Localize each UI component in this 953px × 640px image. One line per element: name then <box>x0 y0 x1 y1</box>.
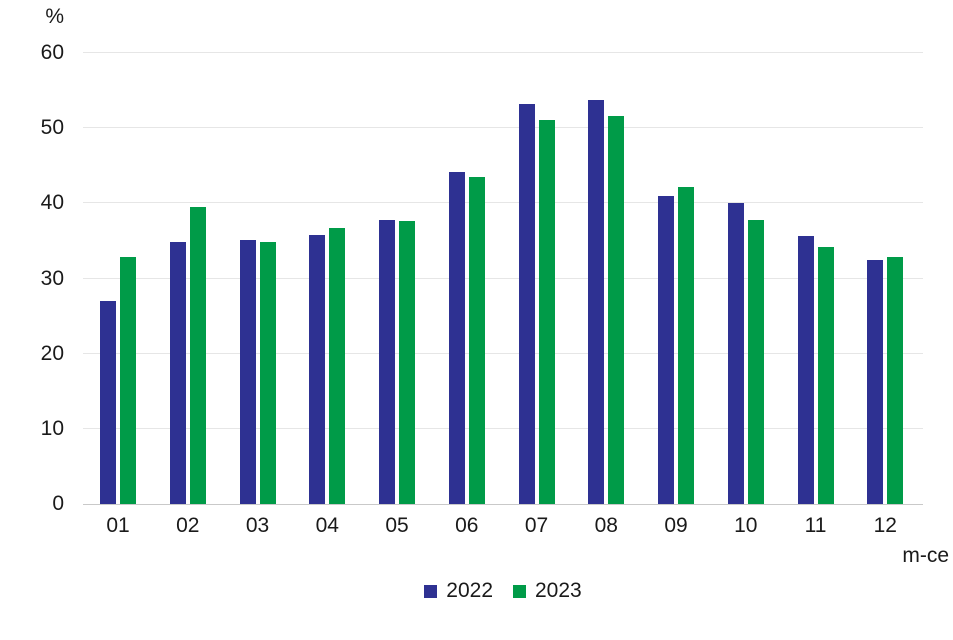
bar-2022-08 <box>588 100 605 504</box>
y-axis: 0 10 20 30 40 50 60 <box>0 42 64 515</box>
bar-2022-11 <box>797 236 814 504</box>
y-tick-label-10: 10 <box>40 416 64 440</box>
x-tick-label-01: 01 <box>106 514 130 537</box>
bar-2023-06 <box>468 177 485 504</box>
x-tick-label-03: 03 <box>245 514 270 537</box>
y-tick-label-60: 60 <box>40 41 64 64</box>
x-tick-label-07: 07 <box>524 514 549 537</box>
legend-swatch-2023 <box>513 584 526 598</box>
x-tick-label-12: 12 <box>873 514 897 537</box>
plot-area <box>83 52 923 505</box>
gridline-40 <box>83 202 923 204</box>
bar-2023-04 <box>329 228 346 504</box>
x-tick-label-11: 11 <box>804 514 827 537</box>
bar-2022-05 <box>379 219 395 504</box>
legend-label-2023: 2023 <box>535 579 582 602</box>
legend-label-2022: 2022 <box>446 579 493 602</box>
x-axis-baseline <box>83 504 923 505</box>
gridline-30 <box>83 277 923 279</box>
x-tick-label-08: 08 <box>594 514 618 537</box>
y-tick-label-30: 30 <box>40 266 64 290</box>
x-tick-label-10: 10 <box>734 514 758 537</box>
legend: 2022 2023 <box>83 580 923 602</box>
legend-swatch-2022 <box>424 584 438 598</box>
bar-2022-04 <box>309 234 326 504</box>
legend-item-2022: 2022 <box>424 580 493 602</box>
bar-2022-02 <box>169 242 186 504</box>
bar-2023-11 <box>817 246 834 504</box>
gridline-10 <box>83 427 923 429</box>
y-tick-label-0: 0 <box>52 492 64 515</box>
x-axis: 01 02 03 04 05 06 07 08 09 10 11 12 <box>83 514 923 540</box>
y-axis-unit-label: % <box>45 5 64 28</box>
x-tick-label-09: 09 <box>664 514 688 537</box>
bar-2022-10 <box>727 202 744 504</box>
bar-2022-07 <box>518 104 535 504</box>
bar-2023-02 <box>189 207 206 504</box>
bar-2023-05 <box>399 220 415 504</box>
bar-2023-08 <box>608 116 625 504</box>
bar-2023-12 <box>887 256 904 504</box>
bar-2022-09 <box>658 195 674 504</box>
bar-2022-01 <box>100 301 116 504</box>
gridline-60 <box>83 52 923 53</box>
legend-item-2023: 2023 <box>513 580 582 602</box>
bar-2023-03 <box>259 241 276 504</box>
bar-2022-12 <box>867 260 884 504</box>
y-tick-label-40: 40 <box>40 191 64 215</box>
bar-2023-09 <box>678 186 694 504</box>
x-tick-label-04: 04 <box>315 514 339 537</box>
x-tick-label-06: 06 <box>455 514 479 537</box>
bar-2022-03 <box>239 240 256 504</box>
x-axis-title: m-ce <box>902 544 949 567</box>
bar-2023-07 <box>538 119 555 504</box>
bar-2023-01 <box>120 256 136 504</box>
x-tick-label-02: 02 <box>176 514 200 537</box>
y-tick-label-50: 50 <box>40 116 64 140</box>
bar-2023-10 <box>747 219 764 504</box>
bar-2022-06 <box>448 171 465 504</box>
y-tick-label-20: 20 <box>40 341 64 365</box>
gridline-20 <box>83 352 923 354</box>
gridline-50 <box>83 127 923 129</box>
x-tick-label-05: 05 <box>385 514 409 537</box>
